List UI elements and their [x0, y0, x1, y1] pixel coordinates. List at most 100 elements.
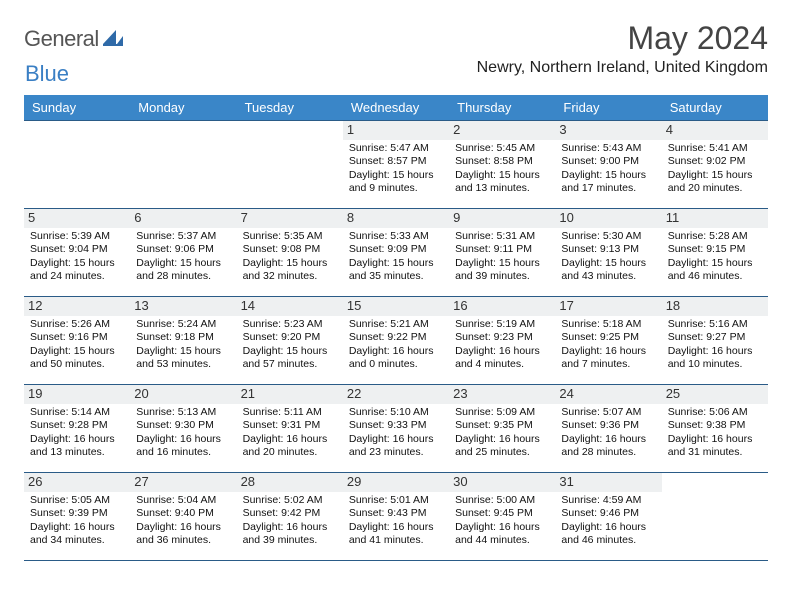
daylight-line: Daylight: 16 hours and 44 minutes.	[455, 521, 549, 547]
calendar-cell: 31 Sunrise: 4:59 AMSunset: 9:46 PMDayligh…	[555, 473, 661, 561]
calendar-cell: 6Sunrise: 5:37 AMSunset: 9:06 PMDaylight…	[130, 209, 236, 297]
day-number: 7	[237, 209, 343, 228]
calendar-cell: 14Sunrise: 5:23 AMSunset: 9:20 PMDayligh…	[237, 297, 343, 385]
calendar-cell: 8Sunrise: 5:33 AMSunset: 9:09 PMDaylight…	[343, 209, 449, 297]
day-number: 2	[449, 121, 555, 140]
sunrise-line: Sunrise: 5:02 AM	[243, 494, 337, 507]
daylight-line: Daylight: 16 hours and 25 minutes.	[455, 433, 549, 459]
sunset-line: Sunset: 9:27 PM	[668, 331, 762, 344]
sunrise-line: Sunrise: 5:11 AM	[243, 406, 337, 419]
sunset-line: Sunset: 9:39 PM	[30, 507, 124, 520]
calendar-cell: 12Sunrise: 5:26 AMSunset: 9:16 PMDayligh…	[24, 297, 130, 385]
day-info: Sunrise: 5:35 AMSunset: 9:08 PMDaylight:…	[243, 230, 337, 283]
calendar-cell: 30Sunrise: 5:00 AMSunset: 9:45 PMDayligh…	[449, 473, 555, 561]
sunrise-line: Sunrise: 5:07 AM	[561, 406, 655, 419]
day-info: Sunrise: 5:01 AMSunset: 9:43 PMDaylight:…	[349, 494, 443, 547]
calendar-header-row: Sunday Monday Tuesday Wednesday Thursday…	[24, 95, 768, 121]
calendar-body: 1Sunrise: 5:47 AMSunset: 8:57 PMDaylight…	[24, 121, 768, 561]
sunset-line: Sunset: 9:36 PM	[561, 419, 655, 432]
sunrise-line: Sunrise: 5:31 AM	[455, 230, 549, 243]
sunrise-line: Sunrise: 5:01 AM	[349, 494, 443, 507]
day-number: 17	[555, 297, 661, 316]
day-number: 31	[555, 473, 661, 492]
daylight-line: Daylight: 15 hours and 35 minutes.	[349, 257, 443, 283]
daylight-line: Daylight: 16 hours and 0 minutes.	[349, 345, 443, 371]
sunset-line: Sunset: 9:40 PM	[136, 507, 230, 520]
sunset-line: Sunset: 9:13 PM	[561, 243, 655, 256]
sunrise-line: Sunrise: 5:21 AM	[349, 318, 443, 331]
calendar-cell: 28 Sunrise: 5:02 AMSunset: 9:42 PMDayligh…	[237, 473, 343, 561]
calendar-row: 19Sunrise: 5:14 AMSunset: 9:28 PMDayligh…	[24, 385, 768, 473]
day-info: Sunrise: 5:10 AMSunset: 9:33 PMDaylight:…	[349, 406, 443, 459]
day-info: Sunrise: 5:31 AMSunset: 9:11 PMDaylight:…	[455, 230, 549, 283]
sunset-line: Sunset: 9:09 PM	[349, 243, 443, 256]
sunset-line: Sunset: 9:46 PM	[561, 507, 655, 520]
daylight-line: Daylight: 15 hours and 28 minutes.	[136, 257, 230, 283]
day-info: Sunrise: 5:39 AMSunset: 9:04 PMDaylight:…	[30, 230, 124, 283]
day-number: 28	[237, 473, 343, 492]
day-number: 9	[449, 209, 555, 228]
day-info: Sunrise: 5:14 AMSunset: 9:28 PMDaylight:…	[30, 406, 124, 459]
day-info: Sunrise: 5:04 AMSunset: 9:40 PMDaylight:…	[136, 494, 230, 547]
sunset-line: Sunset: 9:15 PM	[668, 243, 762, 256]
brand-word-2: Blue	[25, 61, 69, 86]
day-info: Sunrise: 5:07 AMSunset: 9:36 PMDaylight:…	[561, 406, 655, 459]
sunrise-line: Sunrise: 5:18 AM	[561, 318, 655, 331]
day-info: Sunrise: 5:16 AMSunset: 9:27 PMDaylight:…	[668, 318, 762, 371]
brand-logo: General	[24, 20, 127, 52]
day-info: Sunrise: 5:18 AMSunset: 9:25 PMDaylight:…	[561, 318, 655, 371]
day-number: 8	[343, 209, 449, 228]
sunset-line: Sunset: 9:25 PM	[561, 331, 655, 344]
calendar-cell: 26Sunrise: 5:05 AMSunset: 9:39 PMDayligh…	[24, 473, 130, 561]
sunset-line: Sunset: 9:30 PM	[136, 419, 230, 432]
sunrise-line: Sunrise: 5:45 AM	[455, 142, 549, 155]
day-info: Sunrise: 4:59 AMSunset: 9:46 PMDaylight:…	[561, 494, 655, 547]
calendar-row: 26Sunrise: 5:05 AMSunset: 9:39 PMDayligh…	[24, 473, 768, 561]
calendar-cell: 3Sunrise: 5:43 AMSunset: 9:00 PMDaylight…	[555, 121, 661, 209]
calendar-cell	[24, 121, 130, 209]
col-thursday: Thursday	[449, 95, 555, 121]
day-info: Sunrise: 5:47 AMSunset: 8:57 PMDaylight:…	[349, 142, 443, 195]
sunset-line: Sunset: 9:04 PM	[30, 243, 124, 256]
calendar-table: Sunday Monday Tuesday Wednesday Thursday…	[24, 95, 768, 561]
day-number: 11	[662, 209, 768, 228]
daylight-line: Daylight: 16 hours and 10 minutes.	[668, 345, 762, 371]
day-info: Sunrise: 5:30 AMSunset: 9:13 PMDaylight:…	[561, 230, 655, 283]
sunrise-line: Sunrise: 5:35 AM	[243, 230, 337, 243]
daylight-line: Daylight: 16 hours and 16 minutes.	[136, 433, 230, 459]
calendar-cell: 5Sunrise: 5:39 AMSunset: 9:04 PMDaylight…	[24, 209, 130, 297]
day-number: 10	[555, 209, 661, 228]
calendar-cell: 22Sunrise: 5:10 AMSunset: 9:33 PMDayligh…	[343, 385, 449, 473]
sunrise-line: Sunrise: 5:06 AM	[668, 406, 762, 419]
sunset-line: Sunset: 9:22 PM	[349, 331, 443, 344]
daylight-line: Daylight: 16 hours and 39 minutes.	[243, 521, 337, 547]
daylight-line: Daylight: 15 hours and 9 minutes.	[349, 169, 443, 195]
calendar-cell: 17 Sunrise: 5:18 AMSunset: 9:25 PMDayligh…	[555, 297, 661, 385]
sunset-line: Sunset: 9:45 PM	[455, 507, 549, 520]
day-info: Sunrise: 5:06 AMSunset: 9:38 PMDaylight:…	[668, 406, 762, 459]
daylight-line: Daylight: 16 hours and 23 minutes.	[349, 433, 443, 459]
day-info: Sunrise: 5:23 AMSunset: 9:20 PMDaylight:…	[243, 318, 337, 371]
day-info: Sunrise: 5:41 AMSunset: 9:02 PMDaylight:…	[668, 142, 762, 195]
day-info: Sunrise: 5:02 AMSunset: 9:42 PMDaylight:…	[243, 494, 337, 547]
daylight-line: Daylight: 15 hours and 20 minutes.	[668, 169, 762, 195]
sunrise-line: Sunrise: 5:39 AM	[30, 230, 124, 243]
sunrise-line: Sunrise: 4:59 AM	[561, 494, 655, 507]
sunset-line: Sunset: 9:20 PM	[243, 331, 337, 344]
sunset-line: Sunset: 9:31 PM	[243, 419, 337, 432]
calendar-cell	[130, 121, 236, 209]
sunset-line: Sunset: 9:11 PM	[455, 243, 549, 256]
sunrise-line: Sunrise: 5:04 AM	[136, 494, 230, 507]
col-friday: Friday	[555, 95, 661, 121]
calendar-row: 12Sunrise: 5:26 AMSunset: 9:16 PMDayligh…	[24, 297, 768, 385]
day-number: 15	[343, 297, 449, 316]
day-info: Sunrise: 5:13 AMSunset: 9:30 PMDaylight:…	[136, 406, 230, 459]
location-line: Newry, Northern Ireland, United Kingdom	[477, 59, 768, 77]
day-info: Sunrise: 5:19 AMSunset: 9:23 PMDaylight:…	[455, 318, 549, 371]
brand-sail-icon	[103, 28, 123, 51]
day-number: 16	[449, 297, 555, 316]
sunset-line: Sunset: 9:18 PM	[136, 331, 230, 344]
sunset-line: Sunset: 9:00 PM	[561, 155, 655, 168]
calendar-cell: 18Sunrise: 5:16 AMSunset: 9:27 PMDayligh…	[662, 297, 768, 385]
sunset-line: Sunset: 9:28 PM	[30, 419, 124, 432]
